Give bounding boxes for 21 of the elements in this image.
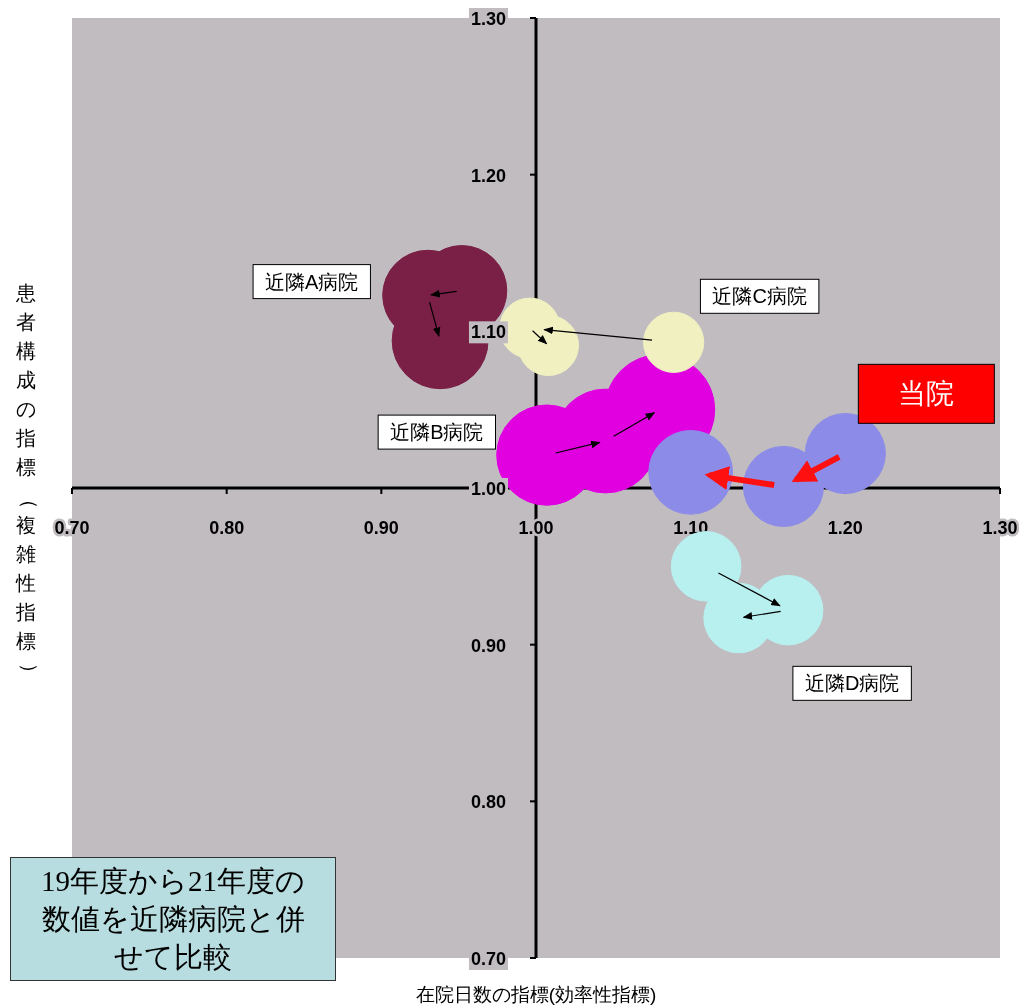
x-tick-label: 0.80 (209, 518, 245, 538)
series-label: 近隣D病院 (804, 672, 900, 695)
y-tick-label: 0.90 (470, 635, 506, 656)
x-tick-label: 1.30 (982, 518, 1018, 538)
series-label: 当院 (898, 378, 955, 410)
x-tick-label: 0.70 (54, 518, 90, 538)
y-tick-label: 0.80 (470, 792, 506, 813)
x-axis-title: 在院日数の指標(効率性指標) (415, 984, 657, 1005)
x-tick-label: 1.10 (673, 518, 709, 538)
y-tick-label: 1.00 (470, 479, 506, 499)
x-tick-label: 1.20 (827, 518, 863, 538)
series-label: 近隣A病院 (265, 270, 359, 293)
x-tick-label: 0.90 (363, 518, 399, 538)
y-tick-label: 0.70 (470, 949, 506, 969)
series-label: 近隣C病院 (712, 285, 807, 308)
y-tick-label: 1.10 (470, 322, 506, 343)
series-label: 近隣B病院 (390, 421, 484, 444)
annotation: 19年度から21年度の数値を近隣病院と併せて比較 (10, 857, 336, 981)
y-tick-label: 1.30 (470, 9, 506, 29)
y-axis-title: 患者構成の指標（複雑性指標） (16, 282, 41, 683)
y-tick-label: 1.20 (470, 165, 506, 186)
